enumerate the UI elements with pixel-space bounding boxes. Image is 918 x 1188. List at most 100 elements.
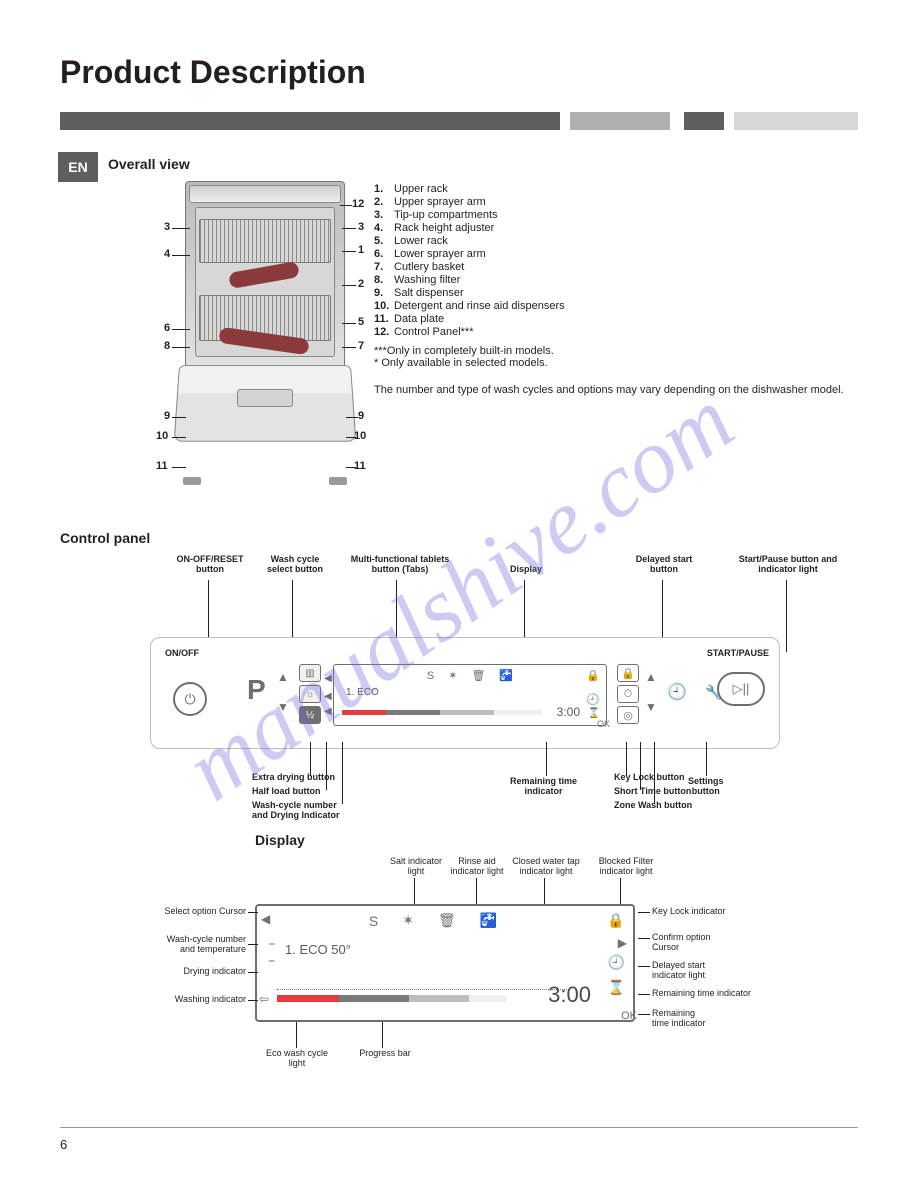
program-button[interactable]: P: [247, 674, 266, 706]
cp-label-select: Wash cycle select button: [260, 554, 330, 574]
callout-2: 2: [358, 278, 364, 290]
lead: [342, 285, 356, 286]
start-pause-button[interactable]: ▷||: [717, 672, 765, 706]
callout-3l: 3: [164, 221, 170, 233]
disp-top-1: Salt indicator light: [386, 856, 446, 876]
hourglass-icon: ⌛: [608, 979, 625, 996]
cp-under-center: Remaining time indicator: [510, 776, 577, 796]
cp-lead: [786, 580, 787, 652]
list-item: 2.Upper sprayer arm: [374, 196, 854, 208]
lead: [172, 255, 190, 256]
dw-foot-left: [183, 477, 201, 485]
disp-right-1: Key Lock indicator: [652, 906, 726, 916]
seg: [386, 710, 440, 715]
zone-wash-button[interactable]: ◎: [617, 706, 639, 724]
list-item: 4.Rack height adjuster: [374, 222, 854, 234]
keylock-button[interactable]: 🔒: [617, 664, 639, 682]
callout-12: 12: [352, 198, 364, 210]
option-buttons-left: ▥ ☼ ½: [299, 664, 321, 724]
power-button[interactable]: ⏻: [173, 682, 207, 716]
callout-11r: 11: [354, 460, 366, 472]
arrows-left[interactable]: ▲▼: [277, 670, 291, 714]
cp-lead: [640, 742, 641, 790]
disp-top-2: Rinse aid indicator light: [446, 856, 508, 876]
tap-icon: 🚰: [480, 912, 497, 929]
cp-under-settings: Settings button: [688, 776, 724, 796]
note-models: * Only available in selected models.: [374, 357, 854, 369]
delay-icon[interactable]: 🕘: [667, 682, 687, 702]
seg: [339, 995, 409, 1002]
onoff-label: ON/OFF: [165, 648, 199, 658]
extra-dry-button[interactable]: ☼: [299, 685, 321, 703]
header-bars: [60, 112, 858, 130]
list-item: 7.Cutlery basket: [374, 261, 854, 273]
cp-under-right-3: Zone Wash button: [614, 800, 692, 810]
bar-light: [734, 112, 858, 130]
control-panel-heading: Control panel: [60, 530, 150, 546]
lead: [342, 323, 356, 324]
ok-label: OK: [597, 719, 610, 729]
item-txt: Lower sprayer arm: [394, 248, 486, 260]
half-load-button[interactable]: ½: [299, 706, 321, 724]
display-time: 3:00: [548, 982, 591, 1008]
display-program: 1. ECO 50°: [285, 942, 351, 957]
list-item: 12.Control Panel***: [374, 326, 854, 338]
item-txt: Washing filter: [394, 274, 460, 286]
note-builtin: ***Only in completely built-in models.: [374, 345, 854, 357]
cp-label-delay: Delayed start button: [624, 554, 704, 574]
list-item: 1.Upper rack: [374, 183, 854, 195]
filter-icon: 🗑: [471, 669, 485, 682]
page-title: Product Description: [60, 54, 366, 91]
item-txt: Salt dispenser: [394, 287, 464, 299]
seg: [409, 995, 469, 1002]
item-num: 4.: [374, 222, 394, 234]
item-txt: Control Panel***: [394, 326, 474, 338]
item-txt: Data plate: [394, 313, 444, 325]
dw-upper-rack: [199, 219, 331, 263]
item-txt: Detergent and rinse aid dispensers: [394, 300, 565, 312]
disp-lead-h: [638, 912, 650, 913]
control-panel: ON/OFF ⏻ P ▲▼ ▥ ☼ ½ ◀ ◀ ◀ S ✶ 🗑 🚰 🔒 🕘 1.…: [150, 637, 780, 749]
lcd-program: 1. ECO: [346, 687, 379, 698]
salt-icon: S: [369, 913, 378, 929]
lead: [342, 251, 356, 252]
disp-lead-h: [638, 1014, 650, 1015]
item-num: 2.: [374, 196, 394, 208]
list-item: 8.Washing filter: [374, 274, 854, 286]
lead: [172, 329, 190, 330]
disp-left-4: Washing indicator: [150, 994, 246, 1004]
overall-list: 1.Upper rack 2.Upper sprayer arm 3.Tip-u…: [374, 182, 854, 397]
item-num: 3.: [374, 209, 394, 221]
callout-3r: 3: [358, 221, 364, 233]
lead: [172, 467, 186, 468]
lead: [342, 228, 356, 229]
lead: [172, 347, 190, 348]
short-time-button[interactable]: ⏱: [617, 685, 639, 703]
item-num: 12.: [374, 326, 394, 338]
cursor-right-icon: ▶: [618, 936, 627, 950]
clock-icon: 🕘: [608, 954, 625, 971]
callout-9l: 9: [164, 410, 170, 422]
cp-under-left-1: Extra drying button: [252, 772, 335, 782]
callout-7: 7: [358, 340, 364, 352]
hourglass-icon: ⌛: [588, 708, 600, 719]
list-item: 5.Lower rack: [374, 235, 854, 247]
tabs-button[interactable]: ▥: [299, 664, 321, 682]
item-num: 7.: [374, 261, 394, 273]
cp-label-tabs: Multi-functional tablets button (Tabs): [340, 554, 460, 574]
disp-left-3: Drying indicator: [160, 966, 246, 976]
disp-right-3: Delayed start indicator light: [652, 960, 705, 980]
disp-right-4: Remaining time indicator: [652, 988, 751, 998]
arrows-right[interactable]: ▲▼: [645, 670, 659, 714]
salt-icon: S: [427, 670, 434, 682]
list-item: 11.Data plate: [374, 313, 854, 325]
disp-lead-h: [638, 966, 650, 967]
callout-5: 5: [358, 316, 364, 328]
arrow-cursor-icon: ⇦: [259, 992, 269, 1006]
rinse-icon: ✶: [402, 912, 414, 929]
footer-rule: [60, 1127, 858, 1128]
startpause-label: START/PAUSE: [707, 648, 769, 658]
rinse-icon: ✶: [448, 669, 457, 682]
disp-lead-h: [248, 944, 258, 945]
dw-detergent-dispenser: [237, 389, 293, 407]
